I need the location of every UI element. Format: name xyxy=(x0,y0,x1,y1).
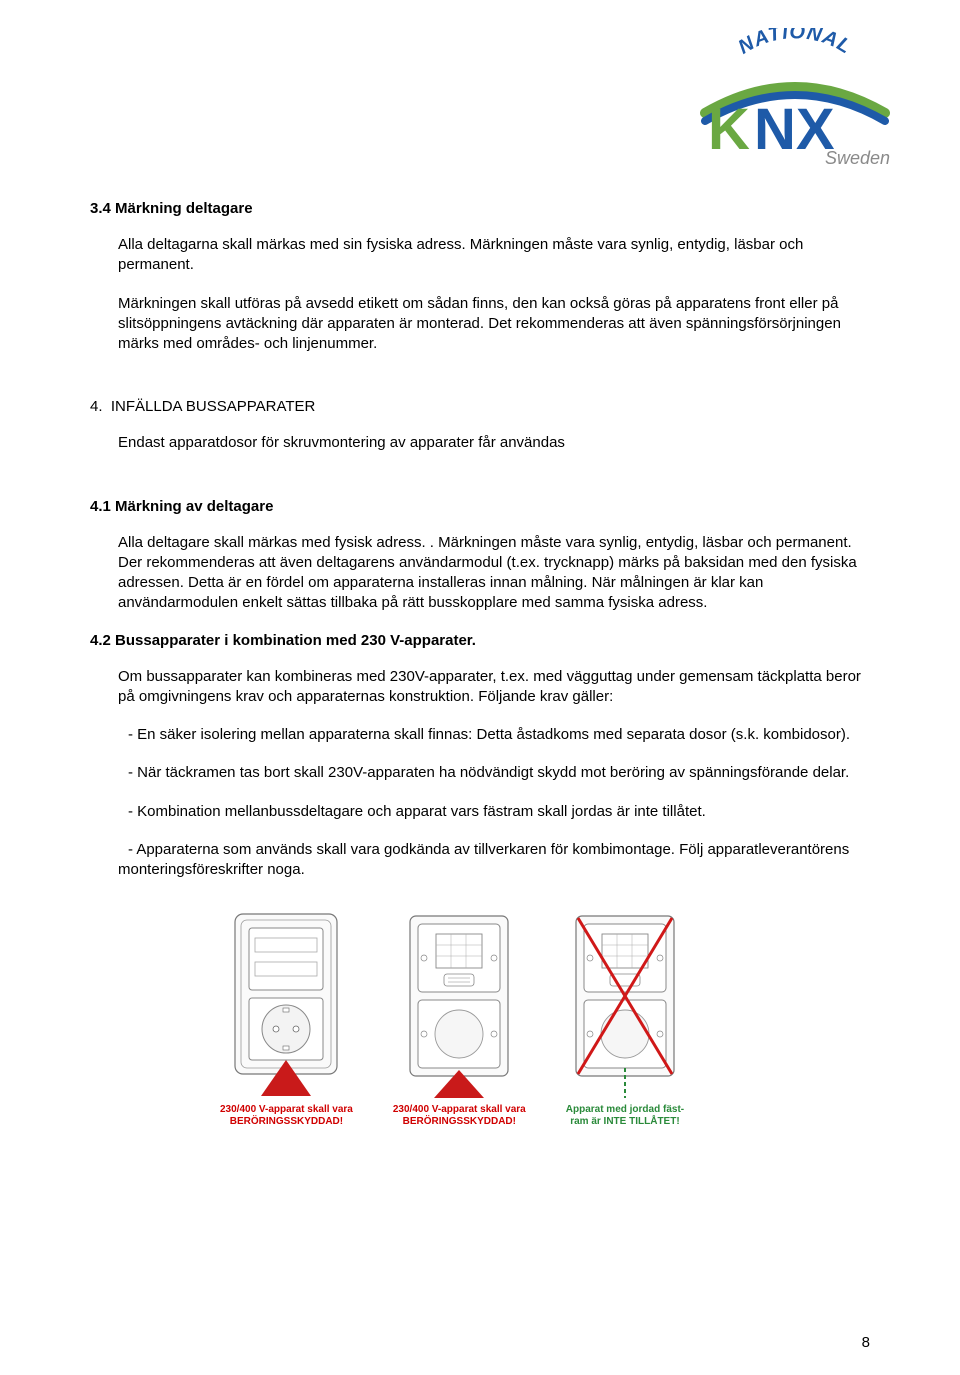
list-item-4: - Apparaterna som används skall vara god… xyxy=(118,840,870,881)
sweden-label: Sweden xyxy=(825,148,890,169)
list-item-2: - När täckramen tas bort skall 230V-appa… xyxy=(118,763,870,783)
heading-4-2: 4.2 Bussapparater i kombination med 230 … xyxy=(90,632,870,649)
para-3-4-b: Märkningen skall utföras på avsedd etike… xyxy=(118,294,870,355)
heading-3-4: 3.4 Märkning deltagare xyxy=(90,200,870,217)
figure-1-caption: 230/400 V-apparat skall vara BERÖRINGSSK… xyxy=(220,1104,353,1128)
list-item-3: - Kombination mellanbussdeltagare och ap… xyxy=(118,802,870,822)
svg-text:K: K xyxy=(708,97,750,153)
svg-text:NATIONAL: NATIONAL xyxy=(735,28,856,59)
figure-2-svg xyxy=(404,910,514,1100)
figure-2: 230/400 V-apparat skall vara BERÖRINGSSK… xyxy=(393,910,526,1128)
para-4-2-intro: Om bussapparater kan kombineras med 230V… xyxy=(118,667,870,708)
knx-logo-svg: K NX xyxy=(690,73,900,153)
brand-logo: NATIONAL K NX Sweden xyxy=(690,28,900,168)
figures-row: 230/400 V-apparat skall vara BERÖRINGSSK… xyxy=(220,910,870,1128)
figure-2-caption: 230/400 V-apparat skall vara BERÖRINGSSK… xyxy=(393,1104,526,1128)
national-arc-svg: NATIONAL xyxy=(720,28,870,68)
svg-text:NX: NX xyxy=(754,97,835,153)
heading-4-1: 4.1 Märkning av deltagare xyxy=(90,498,870,515)
para-4-intro: Endast apparatdosor för skruvmontering a… xyxy=(118,433,870,453)
document-body: 3.4 Märkning deltagare Alla deltagarna s… xyxy=(90,30,870,1128)
figure-3-svg xyxy=(570,910,680,1100)
para-3-4-a: Alla deltagarna skall märkas med sin fys… xyxy=(118,235,870,276)
page-number: 8 xyxy=(862,1334,870,1351)
figure-3: Apparat med jordad fäst- ram är INTE TIL… xyxy=(566,910,684,1128)
para-4-1: Alla deltagare skall märkas med fysisk a… xyxy=(118,533,870,614)
figure-1: 230/400 V-apparat skall vara BERÖRINGSSK… xyxy=(220,910,353,1128)
figure-3-caption: Apparat med jordad fäst- ram är INTE TIL… xyxy=(566,1104,684,1128)
figure-1-svg xyxy=(231,910,341,1100)
heading-4: 4. 4. INFÄLLDA BUSSAPPARATERINFÄLLDA BUS… xyxy=(90,398,870,415)
list-item-1: - En säker isolering mellan apparaterna … xyxy=(118,725,870,745)
national-text: NATIONAL xyxy=(735,28,856,59)
